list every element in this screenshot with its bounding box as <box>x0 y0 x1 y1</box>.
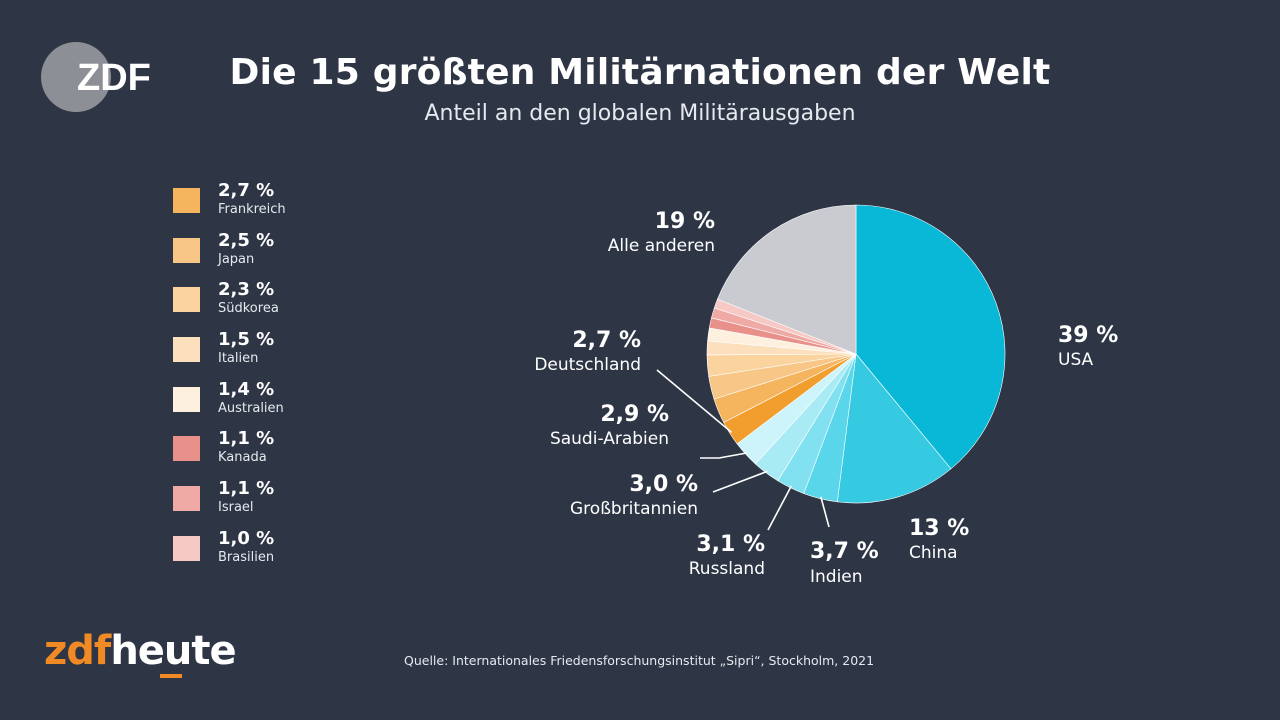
legend-country: Japan <box>218 251 255 267</box>
legend-value: 2,7 % <box>218 180 275 201</box>
legend-value: 1,1 % <box>218 478 275 500</box>
legend-value: 2,5 % <box>218 229 275 251</box>
legend-item: 2,7 % Frankreich <box>173 180 353 230</box>
slice-name-grossbritannien: Großbritannien <box>570 499 698 519</box>
chart-title: Die 15 größten Militärnationen der Welt <box>229 52 1051 93</box>
legend-item: 1,4 % Australien <box>173 379 353 429</box>
leader-line-saudi-arabien <box>700 452 748 459</box>
legend-item: 1,0 % Brasilien <box>173 528 353 578</box>
slice-label-usa: 39 % USA <box>1058 323 1118 370</box>
slice-label-alle-anderen: 19 % Alle anderen <box>608 209 715 256</box>
legend-swatch <box>173 486 200 512</box>
leader-line-großbritannien <box>712 470 768 493</box>
zdfheute-logo: zdfheute <box>44 628 264 680</box>
legend-swatch <box>173 237 200 263</box>
brand-zdf: zdf <box>44 628 111 674</box>
legend-country: Frankreich <box>218 202 286 217</box>
zdf-logo: ZDF <box>40 40 170 115</box>
legend-value: 1,1 % <box>218 428 275 450</box>
zdf-logo-text: ZDF <box>77 57 151 99</box>
slice-name-alle-anderen: Alle anderen <box>608 236 715 256</box>
slice-value-deutschland: 2,7 % <box>572 328 641 353</box>
legend-swatch <box>173 436 200 462</box>
legend-swatch <box>173 188 200 213</box>
slice-name-china: China <box>909 543 958 563</box>
slice-value-russland: 3,1 % <box>696 532 765 557</box>
slice-label-grossbritannien: 3,0 % Großbritannien <box>570 472 698 519</box>
slice-name-indien: Indien <box>810 567 863 587</box>
legend-swatch <box>173 287 200 313</box>
legend: 2,7 % Frankreich 2,5 % Japan 2,3 % Südko… <box>173 180 353 578</box>
slice-name-russland: Russland <box>689 559 765 579</box>
legend-item: 1,1 % Israel <box>173 478 353 528</box>
legend-swatch <box>173 337 200 363</box>
pie-slice-usa <box>855 204 1006 470</box>
legend-country: Südkorea <box>218 301 279 317</box>
legend-country: Kanada <box>218 450 267 466</box>
slice-value-china: 13 % <box>909 516 969 541</box>
slice-value-alle-anderen: 19 % <box>655 209 715 234</box>
slice-name-deutschland: Deutschland <box>534 355 641 375</box>
slice-name-saudi-arabien: Saudi-Arabien <box>550 429 669 449</box>
slice-label-russland: 3,1 % Russland <box>689 532 765 579</box>
slice-value-grossbritannien: 3,0 % <box>629 472 698 497</box>
legend-value: 2,3 % <box>218 279 275 301</box>
slice-label-indien: 3,7 % Indien <box>810 539 879 587</box>
legend-item: 2,5 % Japan <box>173 230 353 280</box>
chart-subtitle: Anteil an den globalen Militärausgaben <box>424 101 856 126</box>
legend-country: Israel <box>218 500 254 516</box>
slice-label-saudi-arabien: 2,9 % Saudi-Arabien <box>550 402 669 449</box>
slice-name-usa: USA <box>1058 350 1094 370</box>
legend-country: Italien <box>218 351 259 367</box>
slice-value-indien: 3,7 % <box>810 539 879 564</box>
source-note: Quelle: Internationales Friedensforschun… <box>404 653 875 668</box>
legend-item: 1,1 % Kanada <box>173 428 353 478</box>
legend-swatch <box>173 535 200 561</box>
pie-slices <box>706 204 1006 504</box>
legend-swatch <box>173 386 200 412</box>
slice-label-deutschland: 2,7 % Deutschland <box>534 328 641 375</box>
pie-slice-alle-anderen <box>717 204 857 355</box>
legend-value: 1,5 % <box>218 329 275 351</box>
legend-item: 2,3 % Südkorea <box>173 279 353 329</box>
pie-slice-china <box>836 353 952 504</box>
leader-lines <box>656 369 830 531</box>
leader-line-deutschland <box>656 369 733 434</box>
brand-heute: heute <box>110 628 236 674</box>
legend-item: 1,5 % Italien <box>173 329 353 379</box>
slice-label-china: 13 % China <box>909 516 969 563</box>
leader-line-indien <box>820 496 830 528</box>
legend-value: 1,4 % <box>218 378 275 400</box>
legend-country: Australien <box>218 400 284 416</box>
brand-underline <box>160 674 182 678</box>
legend-country: Brasilien <box>218 549 275 565</box>
slice-value-saudi-arabien: 2,9 % <box>600 402 669 427</box>
leader-line-russland <box>767 485 793 531</box>
legend-value: 1,0 % <box>218 527 275 549</box>
slice-value-usa: 39 % <box>1058 323 1118 348</box>
